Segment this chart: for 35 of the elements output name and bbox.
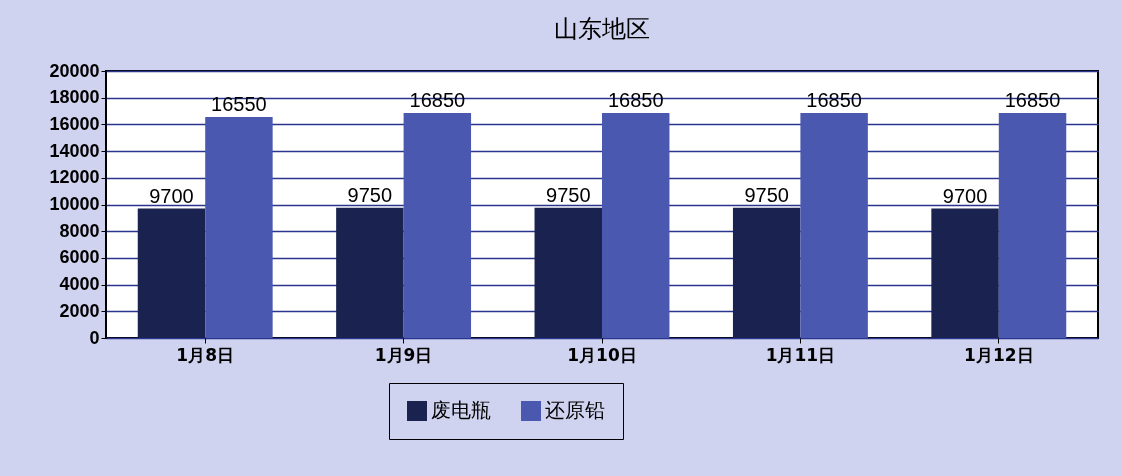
bar (931, 208, 999, 338)
bar (800, 113, 868, 338)
y-tick-label: 16000 (49, 113, 100, 134)
bar (205, 117, 273, 338)
x-tick-label: 1月12日 (964, 344, 1034, 365)
bar (732, 207, 801, 338)
x-tick-label: 1月11日 (765, 344, 836, 365)
data-label: 9750 (546, 183, 591, 206)
bar (534, 207, 602, 338)
bar (998, 113, 1067, 338)
x-tick-label: 1月8日 (176, 344, 235, 365)
bar (137, 208, 206, 338)
chart-title: 山东地区 (554, 15, 650, 43)
data-label: 9700 (149, 184, 194, 207)
y-tick-label: 2000 (59, 300, 100, 321)
y-tick-label: 8000 (59, 220, 100, 241)
bar (403, 113, 472, 338)
bar (602, 113, 670, 338)
y-tick-label: 14000 (49, 140, 100, 161)
data-label: 9750 (744, 183, 789, 206)
legend-label: 废电瓶 (431, 398, 491, 422)
y-tick-label: 12000 (49, 167, 100, 188)
legend-label: 还原铅 (545, 398, 605, 422)
bar (336, 207, 404, 338)
x-tick-label: 1月9日 (374, 344, 433, 365)
y-tick-label: 18000 (49, 87, 100, 108)
data-label: 9750 (347, 183, 393, 206)
data-label: 9700 (942, 184, 988, 207)
y-tick-label: 0 (89, 327, 100, 348)
data-label: 16550 (211, 93, 267, 116)
y-tick-label: 20000 (49, 60, 100, 81)
y-tick-label: 6000 (59, 247, 100, 268)
y-tick-label: 4000 (59, 274, 100, 295)
y-tick-label: 10000 (49, 194, 100, 214)
x-tick-label: 1月10日 (567, 344, 637, 365)
